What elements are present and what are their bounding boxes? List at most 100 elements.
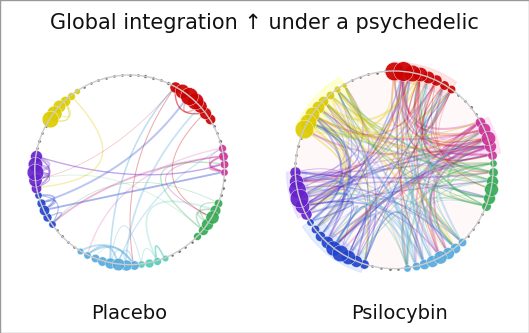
Point xyxy=(340,82,348,87)
Point xyxy=(291,161,300,166)
Point xyxy=(215,138,224,143)
Point xyxy=(360,261,368,267)
Point xyxy=(352,258,360,264)
Point xyxy=(306,219,314,224)
Point xyxy=(31,161,39,166)
Point xyxy=(451,245,459,250)
Point xyxy=(130,262,138,267)
Point xyxy=(292,152,300,157)
Point xyxy=(76,248,85,254)
Point xyxy=(368,264,377,269)
Wedge shape xyxy=(296,77,350,134)
Point xyxy=(45,116,54,122)
Point xyxy=(34,193,42,198)
Point xyxy=(458,239,466,245)
Point xyxy=(187,239,196,244)
Point xyxy=(60,98,69,103)
Point xyxy=(461,98,469,103)
Point xyxy=(407,70,416,75)
Point xyxy=(117,73,126,78)
Point xyxy=(489,169,497,175)
Point xyxy=(214,200,223,205)
Point xyxy=(40,207,48,213)
Point xyxy=(70,244,78,249)
Point xyxy=(484,135,492,140)
Point xyxy=(311,226,319,232)
Point xyxy=(217,193,225,198)
Point xyxy=(372,70,381,75)
Point xyxy=(201,110,209,115)
Point xyxy=(149,75,158,81)
Point xyxy=(220,177,228,182)
Point xyxy=(291,178,300,183)
Point xyxy=(304,119,312,124)
Point xyxy=(416,72,424,77)
Point xyxy=(211,207,220,213)
Point xyxy=(178,88,186,94)
Point xyxy=(348,78,356,83)
Point xyxy=(168,252,176,257)
Point xyxy=(322,239,331,245)
Point xyxy=(424,75,433,80)
Point xyxy=(298,203,306,209)
Point xyxy=(329,245,338,250)
Point xyxy=(218,146,226,151)
Point xyxy=(50,110,58,115)
Point xyxy=(316,233,325,238)
Point xyxy=(469,226,478,232)
Point xyxy=(386,266,394,271)
Point xyxy=(487,187,495,192)
Text: Global integration ↑ under a psychedelic: Global integration ↑ under a psychedelic xyxy=(50,13,479,33)
Wedge shape xyxy=(394,62,457,98)
Point xyxy=(141,74,150,79)
Point xyxy=(219,153,227,159)
Point xyxy=(447,87,455,92)
Point xyxy=(488,161,497,166)
Point xyxy=(476,119,485,124)
Point xyxy=(209,123,218,129)
Point xyxy=(220,169,229,174)
Point xyxy=(444,250,452,255)
Point xyxy=(355,75,364,80)
Point xyxy=(121,262,130,267)
Point xyxy=(488,178,497,183)
Point xyxy=(133,73,142,78)
Wedge shape xyxy=(471,118,500,156)
Point xyxy=(32,185,41,190)
Point xyxy=(325,92,334,97)
Point xyxy=(428,258,436,264)
Wedge shape xyxy=(287,172,316,218)
Point xyxy=(37,200,45,205)
Point xyxy=(474,219,482,224)
Point xyxy=(153,258,161,263)
Point xyxy=(213,131,221,136)
Point xyxy=(164,81,172,86)
Point xyxy=(299,127,308,132)
Point xyxy=(394,266,403,271)
Point xyxy=(296,135,305,140)
Text: Psilocybin: Psilocybin xyxy=(351,304,448,323)
Point xyxy=(32,153,40,159)
Point xyxy=(203,221,212,227)
Point xyxy=(440,82,449,87)
Point xyxy=(157,78,165,83)
Point xyxy=(48,221,56,227)
Point xyxy=(480,127,489,132)
Point xyxy=(73,88,81,94)
Point xyxy=(295,195,304,200)
Point xyxy=(399,69,407,74)
Point xyxy=(463,233,472,238)
Point xyxy=(291,169,299,175)
Point xyxy=(125,72,134,78)
Point xyxy=(80,84,88,89)
Point xyxy=(333,87,341,92)
Point xyxy=(294,143,303,149)
Point xyxy=(181,244,189,249)
Point xyxy=(190,98,199,103)
Point xyxy=(485,195,493,200)
Point xyxy=(377,265,385,270)
Point xyxy=(94,78,103,83)
Point xyxy=(38,131,47,136)
Point xyxy=(102,75,110,81)
Point xyxy=(364,72,372,77)
